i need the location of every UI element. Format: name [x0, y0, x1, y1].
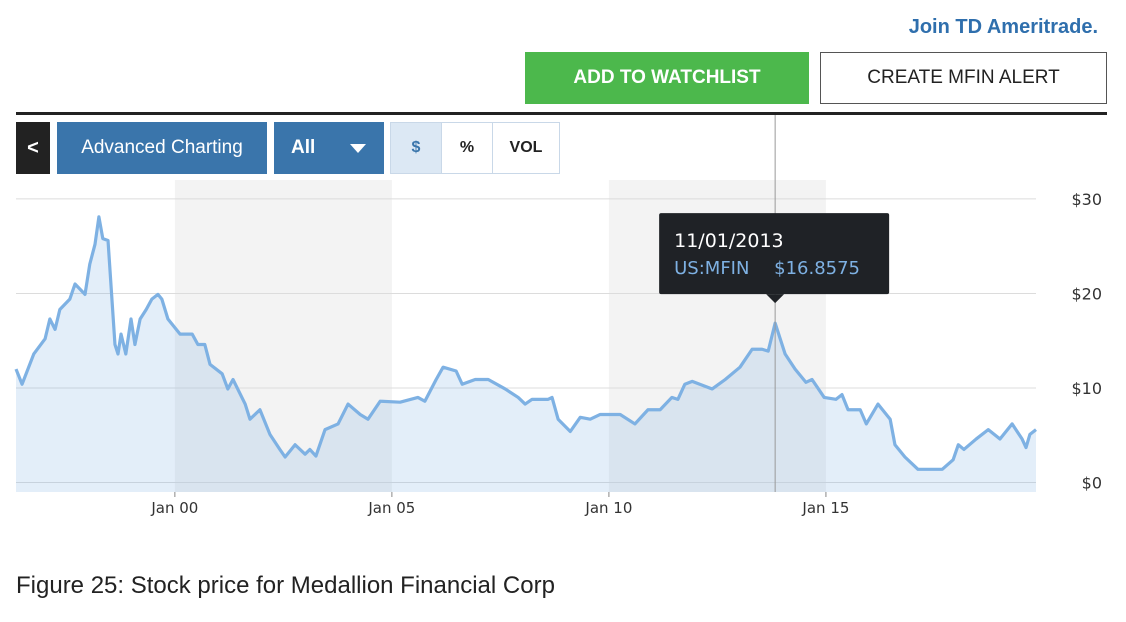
dropdown-arrow [350, 144, 366, 153]
mode-percent[interactable]: % [441, 122, 493, 174]
tooltip-series: US:MFIN [674, 258, 749, 279]
mode-volume[interactable]: VOL [492, 122, 560, 174]
watchlist-button[interactable]: ADD TO WATCHLIST [525, 52, 809, 104]
tooltip: 11/01/2013 US:MFIN $16.8575 [659, 213, 890, 304]
y-tick-label: $0 [1082, 474, 1102, 493]
y-tick-label: $30 [1071, 190, 1102, 209]
x-tick-label: Jan 15 [801, 499, 849, 517]
join-link[interactable]: Join TD Ameritrade. [908, 16, 1098, 38]
divider [16, 112, 1107, 115]
advanced-charting-button[interactable]: Advanced Charting [57, 122, 267, 174]
x-tick-label: Jan 10 [584, 499, 632, 517]
range-label: All [291, 137, 316, 158]
tooltip-pointer [766, 294, 785, 304]
x-tick-label: Jan 00 [150, 499, 198, 517]
shaded-band [174, 180, 392, 492]
y-tick-label: $20 [1071, 284, 1102, 303]
tooltip-box [659, 213, 890, 295]
tooltip-value: $16.8575 [774, 258, 860, 279]
area [16, 216, 1036, 492]
range-dropdown[interactable]: All [274, 122, 384, 174]
tooltip-date: 11/01/2013 [674, 230, 784, 252]
mode-dollar[interactable]: $ [390, 122, 442, 174]
back-button[interactable]: < [16, 122, 50, 174]
caption: Figure 25: Stock price for Medallion Fin… [16, 572, 555, 599]
x-tick-label: Jan 05 [367, 499, 415, 517]
alert-button[interactable]: CREATE MFIN ALERT [820, 52, 1107, 104]
price-line [14, 215, 1037, 471]
y-tick-label: $10 [1071, 379, 1102, 398]
